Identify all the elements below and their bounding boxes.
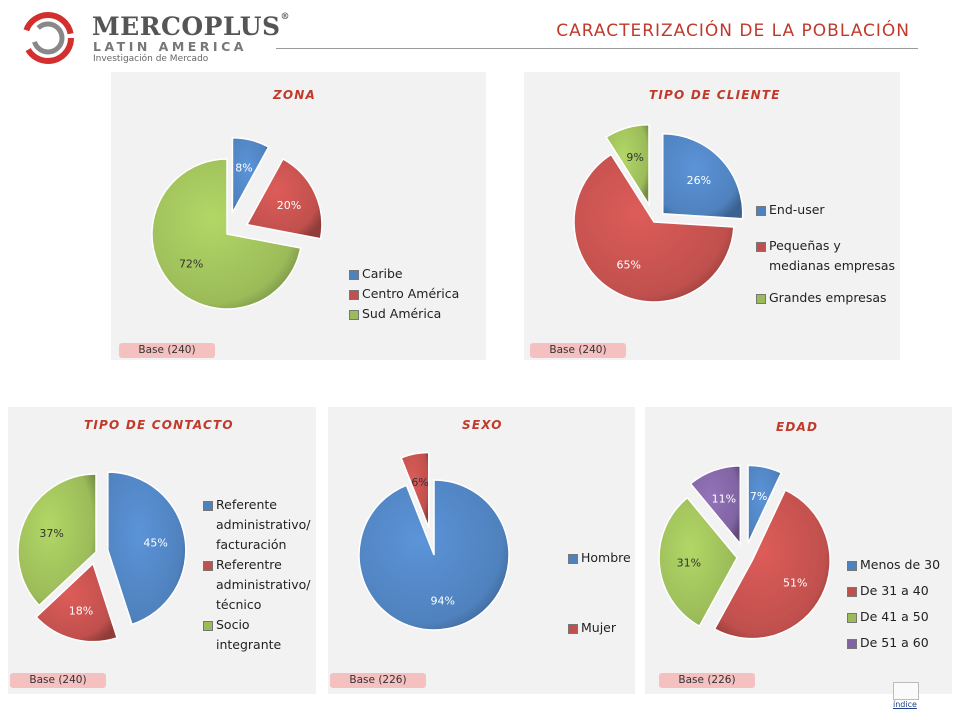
legend-item: Socio integrante [203,615,310,655]
title-divider [276,48,918,49]
legend-item: Mujer [568,618,631,638]
data-label-cliente-1: 26% [687,174,711,187]
pie-slice-sexo-1 [358,479,510,631]
chart-panel-sexo: 94% 6% SEXO Hombre Mujer Base (226) [328,407,635,694]
data-label-edad-4: 11% [712,492,736,505]
chart-legend: Hombre Mujer [568,548,631,638]
data-label-edad-3: 31% [677,556,701,569]
data-label-cliente-3: 9% [626,151,643,164]
pie-chart-zona: 8% 20% 72% [151,136,323,310]
legend-item: Grandes empresas [756,288,895,308]
page-title: CARACTERIZACIÓN DE LA POBLACIÓN [556,21,910,41]
brand-tagline: Investigación de Mercado [93,54,209,64]
chart-panel-zona: 8% 20% 72% ZONA Caribe Centro América Sud … [111,72,486,360]
legend-item: De 31 a 40 [847,581,940,601]
base-badge: Base (240) [530,343,626,358]
pie-chart-sexo: 94% 6% [358,451,510,631]
pie-chart-edad: 7% 51% 31% 11% [658,464,831,640]
pie-slice-cliente-2 [573,153,735,303]
legend-swatch [203,621,213,631]
pie-slice-edad-2 [713,489,831,640]
legend-item: Pequeñas y medianas empresas [756,236,895,276]
legend-item: Menos de 30 [847,555,940,575]
chart-legend: Menos de 30 De 31 a 40 De 41 a 50 De 51 … [847,555,940,653]
chart-title: ZONA [273,88,317,102]
base-badge: Base (226) [659,673,755,688]
legend-swatch [568,554,578,564]
legend-item: De 41 a 50 [847,607,940,627]
legend-swatch [349,270,359,280]
legend-item: Hombre [568,548,631,568]
legend-item: End-user [756,200,895,220]
legend-item: Caribe [349,264,459,284]
chart-title: TIPO DE CLIENTE [649,88,781,102]
pie-slice-zona-2 [245,157,323,240]
company-logo: MERCOPLUS® LATIN AMERICA Investigación d… [18,10,290,68]
legend-swatch [847,613,857,623]
data-label-edad-2: 51% [783,577,807,590]
legend-swatch [847,561,857,571]
data-label-cliente-2: 65% [617,259,641,272]
legend-swatch [203,501,213,511]
pie-slice-edad-3 [658,496,738,628]
base-badge: Base (226) [330,673,426,688]
data-label-zona-3: 72% [179,258,203,271]
legend-swatch [203,561,213,571]
data-label-sexo-1: 94% [430,595,454,608]
data-label-zona-1: 8% [235,162,252,175]
legend-item: Centro América [349,284,459,304]
legend-item: De 51 a 60 [847,633,940,653]
pie-slice-edad-4 [689,465,742,546]
pie-slice-cliente-1 [661,133,744,220]
legend-swatch [568,624,578,634]
logo-swirl-icon [22,12,74,64]
pie-slice-sexo-2 [400,451,430,528]
chart-legend: End-user Pequeñas y medianas empresas Gra… [756,200,895,308]
legend-item: Sud América [349,304,459,324]
chart-title: EDAD [776,420,819,434]
data-label-contacto-1: 45% [143,537,167,550]
pie-slice-zona-3 [151,158,302,310]
pie-slice-zona-1 [231,136,270,214]
base-badge: Base (240) [10,673,106,688]
legend-item: Referente administrativo/facturación [203,495,310,555]
legend-swatch [847,639,857,649]
brand-name: MERCOPLUS® [92,12,291,41]
chart-panel-edad: 7% 51% 31% 11% EDAD Menos de 30 De 31 a 40 … [645,407,952,694]
index-link[interactable]: índice [893,700,917,709]
pie-slice-contacto-1 [107,471,187,626]
data-label-zona-2: 20% [277,199,301,212]
legend-swatch [349,310,359,320]
chart-title: TIPO DE CONTACTO [84,418,234,432]
pie-slice-contacto-3 [17,473,97,607]
base-badge: Base (240) [119,343,215,358]
chart-legend: Referente administrativo/facturación Refe… [203,495,310,655]
legend-item: Referentre administrativo/técnico [203,555,310,615]
index-icon[interactable] [893,682,919,700]
pie-slice-contacto-2 [35,562,119,643]
chart-panel-tipo-cliente: 26% 65% 9% TIPO DE CLIENTE End-user Pequeñ… [524,72,900,360]
chart-title: SEXO [462,418,503,432]
data-label-contacto-3: 37% [39,527,63,540]
pie-chart-tipo-cliente: 26% 65% 9% [573,123,744,303]
data-label-contacto-2: 18% [69,604,93,617]
legend-swatch [847,587,857,597]
chart-legend: Caribe Centro América Sud América [349,264,459,324]
legend-swatch [756,294,766,304]
data-label-sexo-2: 6% [411,476,428,489]
pie-slice-cliente-3 [605,123,650,208]
pie-slice-edad-1 [747,464,783,544]
data-label-edad-1: 7% [750,490,767,503]
chart-panel-tipo-contacto: 45% 18% 37% TIPO DE CONTACTO Referente admi… [8,407,316,694]
legend-swatch [349,290,359,300]
legend-swatch [756,242,766,252]
pie-chart-tipo-contacto: 45% 18% 37% [17,471,187,643]
brand-subtitle: LATIN AMERICA [93,39,247,54]
legend-swatch [756,206,766,216]
